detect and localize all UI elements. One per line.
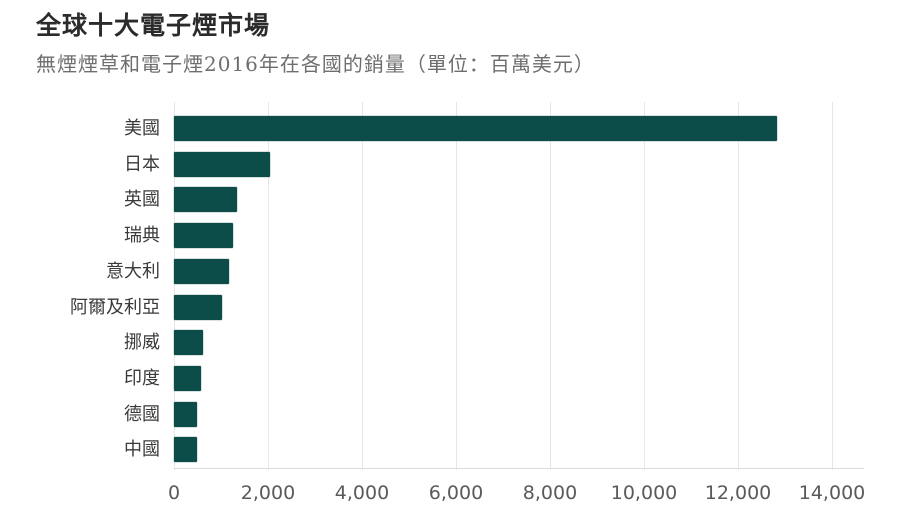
x-tick-label: 6,000 [428,482,484,504]
bar [174,152,270,177]
category-label: 美國 [124,118,160,139]
gridline [268,102,269,470]
x-tick-label: 4,000 [334,482,390,504]
category-label: 德國 [124,404,160,425]
chart-title: 全球十大電子煙市場 [36,11,271,40]
chart-subtitle: 無煙煙草和電子煙2016年在各國的銷量（單位：百萬美元） [36,52,595,76]
bar [174,187,237,212]
gridline [174,102,175,470]
category-label: 日本 [124,154,160,175]
gridline [550,102,551,470]
x-tick-label: 14,000 [798,482,866,504]
category-label: 瑞典 [124,225,160,246]
gridline [362,102,363,470]
x-tick-label: 8,000 [522,482,578,504]
x-tick-label: 10,000 [610,482,678,504]
gridline [738,102,739,470]
bar [174,295,222,320]
gridline [644,102,645,470]
category-label: 英國 [124,189,160,210]
x-axis-line [174,468,864,469]
bar [174,223,233,248]
gridline [832,102,833,470]
x-tick-label: 12,000 [704,482,772,504]
bar [174,330,203,355]
category-label: 挪威 [124,332,160,353]
bar [174,116,777,141]
category-label: 中國 [124,439,160,460]
category-label: 阿爾及利亞 [70,297,160,318]
category-label: 意大利 [106,261,160,282]
x-tick-label: 2,000 [240,482,296,504]
gridline [456,102,457,470]
bar [174,437,197,462]
bar [174,366,201,391]
x-tick-label: 0 [167,482,181,504]
bar [174,402,197,427]
category-label: 印度 [124,368,160,389]
bar [174,259,229,284]
